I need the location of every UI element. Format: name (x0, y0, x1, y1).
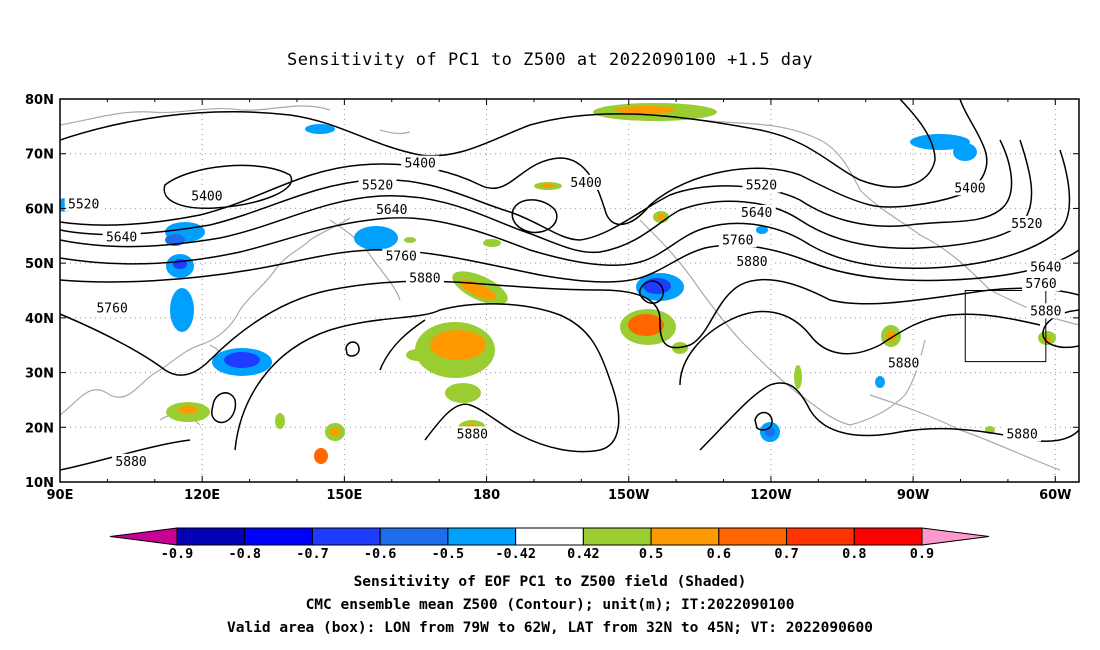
lon-label: 120E (184, 488, 220, 503)
colorbar-swatch (515, 527, 584, 546)
colorbar-swatch (244, 527, 313, 546)
lon-label: 150E (326, 488, 362, 503)
contour-labels: 5400 5400 5400 5400 5520 5520 5520 5520 5640 5640… (64, 155, 1065, 470)
lat-label: 10N (25, 476, 54, 491)
contour-label: 5640 (376, 203, 407, 218)
colorbar-labels: -0.9 -0.8 -0.7 -0.6 -0.5 -0.42 0.42 0.5 0.6 0.7 0.… (161, 546, 934, 562)
map-title: Sensitivity of PC1 to Z500 at 2022090100… (286, 50, 813, 70)
contour-label: 5760 (386, 250, 417, 265)
colorbar-label: -0.6 (364, 546, 397, 562)
colorbar-label: 0.8 (842, 546, 866, 562)
contour-label: 5520 (1011, 217, 1042, 232)
colorbar (109, 527, 990, 546)
valid-area-box (964, 290, 1047, 363)
lat-label: 70N (25, 148, 54, 163)
lon-label: 150W (608, 488, 649, 503)
lon-label: 90W (897, 488, 929, 503)
contour-label: 5520 (362, 179, 393, 194)
caption-valid-area: Valid area (box): LON from 79W to 62W, L… (226, 620, 873, 636)
colorbar-label: 0.6 (707, 546, 731, 562)
contour-label: 5400 (405, 157, 436, 172)
contour-label: 5400 (570, 176, 601, 191)
contour-label: 5400 (954, 181, 985, 196)
contour-label: 5520 (746, 179, 777, 194)
colorbar-label: 0.7 (774, 546, 798, 562)
lon-label: 60W (1039, 488, 1071, 503)
latitude-labels: 80N 70N 60N 50N 40N 30N 20N 10N (25, 93, 54, 491)
axis-ticks (59, 98, 1079, 483)
lat-label: 50N (25, 257, 54, 272)
colorbar-label: 0.42 (567, 546, 600, 562)
sensitivity-shading (60, 103, 1056, 464)
colorbar-swatch (650, 527, 720, 546)
lat-label: 40N (25, 312, 54, 327)
contour-label: 5520 (68, 198, 99, 213)
colorbar-swatch (718, 527, 788, 546)
colorbar-label: 0.5 (639, 546, 663, 562)
lat-label: 20N (25, 421, 54, 436)
contour-label: 5880 (736, 255, 767, 270)
contour-label: 5880 (115, 455, 146, 470)
colorbar-label: -0.8 (228, 546, 261, 562)
contour-label: 5880 (409, 272, 440, 287)
contour-label: 5760 (96, 302, 127, 317)
colorbar-swatch (176, 527, 246, 546)
colorbar-high-extension (921, 527, 990, 546)
contour-label: 5400 (191, 189, 222, 204)
contour-label: 5640 (106, 231, 137, 246)
lat-label: 60N (25, 202, 54, 217)
colorbar-swatch (853, 527, 923, 546)
colorbar-swatch (582, 527, 652, 546)
lon-label: 120W (750, 488, 791, 503)
longitude-labels: 90E 120E 150E 180 150W 120W 90W 60W (47, 488, 1072, 503)
colorbar-label: -0.5 (432, 546, 465, 562)
colorbar-swatch (447, 527, 517, 546)
colorbar-swatch (379, 527, 449, 546)
contour-label: 5640 (741, 206, 772, 221)
z500-contours (60, 99, 1079, 471)
colorbar-label: -0.7 (296, 546, 329, 562)
map-frame (59, 98, 1080, 483)
colorbar-label: -0.42 (495, 546, 536, 562)
contour-label: 5880 (1006, 427, 1037, 442)
contour-label: 5880 (888, 356, 919, 371)
colorbar-label: 0.9 (910, 546, 934, 562)
contour-label: 5640 (1030, 261, 1061, 276)
contour-label: 5760 (722, 233, 753, 248)
lon-label: 90E (47, 488, 74, 503)
colorbar-swatch (786, 527, 855, 546)
lat-label: 30N (25, 367, 54, 382)
lon-label: 180 (473, 488, 500, 503)
caption-shaded: Sensitivity of EOF PC1 to Z500 field (Sh… (353, 574, 747, 590)
lat-label: 80N (25, 93, 54, 108)
contour-label: 5880 (457, 427, 488, 442)
caption-contour: CMC ensemble mean Z500 (Contour); unit(m… (305, 597, 795, 613)
colorbar-label: -0.9 (161, 546, 194, 562)
map-background (60, 99, 1079, 482)
contour-label: 5880 (1030, 304, 1061, 319)
colorbar-swatch (311, 527, 381, 546)
contour-label: 5760 (1025, 277, 1056, 292)
colorbar-low-extension (109, 527, 178, 546)
